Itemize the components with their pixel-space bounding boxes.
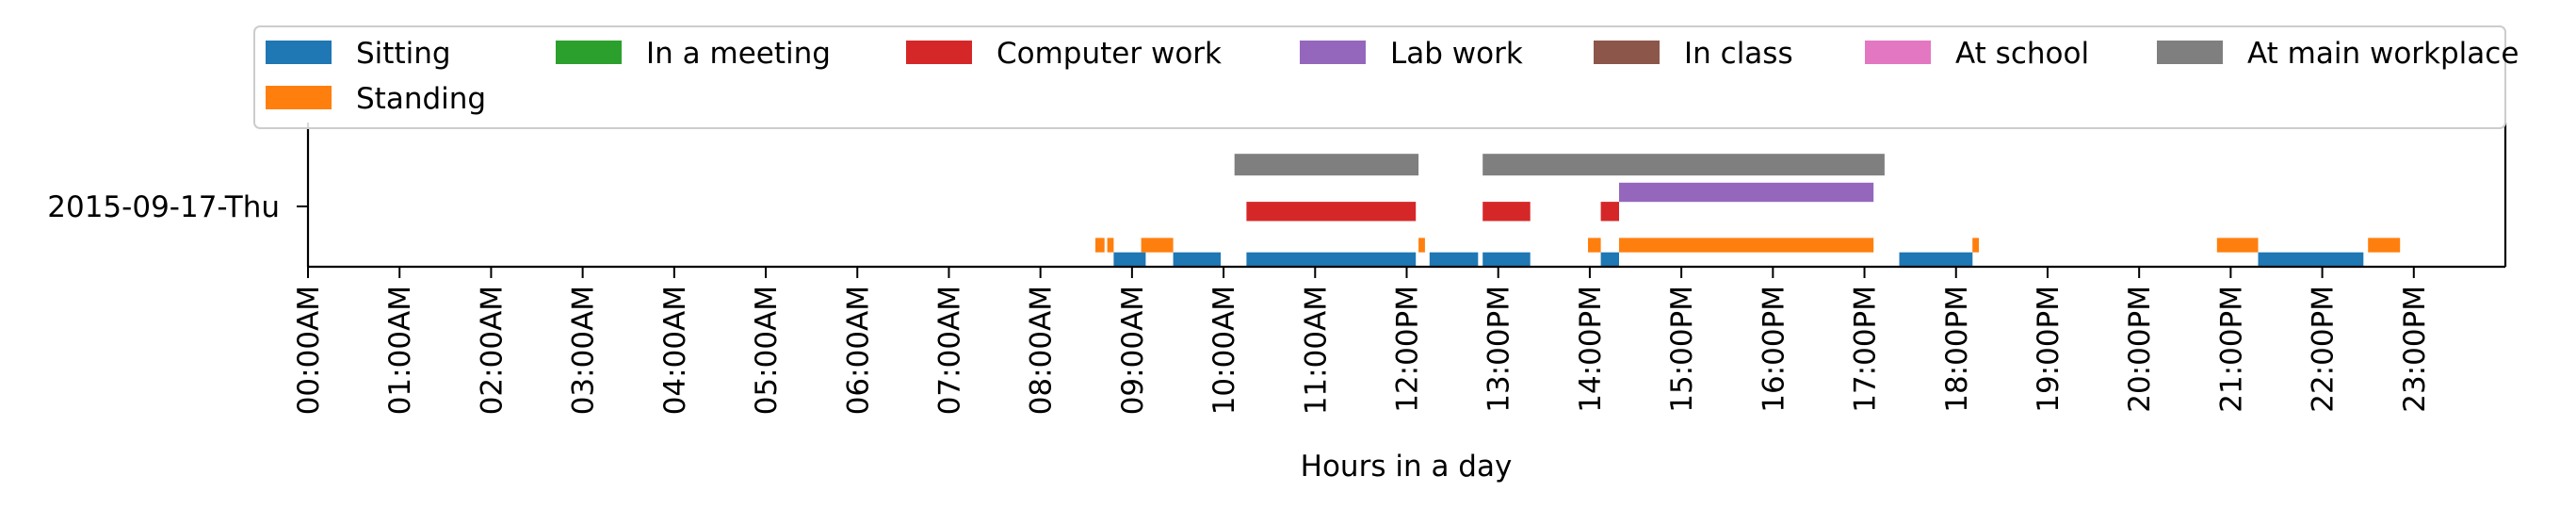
x-tick-label: 08:00AM bbox=[1025, 286, 1059, 415]
bar-sitting-1 bbox=[1113, 252, 1146, 267]
legend-swatch-computer-work bbox=[906, 41, 972, 64]
x-tick-label: 10:00AM bbox=[1207, 286, 1241, 415]
x-tick-label: 22:00PM bbox=[2307, 286, 2341, 413]
bar-sitting-2 bbox=[1173, 252, 1222, 267]
bar-standing-7 bbox=[1972, 238, 1979, 253]
legend-label-computer-work: Computer work bbox=[996, 37, 1222, 71]
x-tick-label: 21:00PM bbox=[2214, 286, 2248, 413]
bar-lab-work-1 bbox=[1619, 182, 1874, 203]
legend-label-lab-work: Lab work bbox=[1390, 37, 1523, 71]
x-tick-label: 23:00PM bbox=[2398, 286, 2432, 413]
bar-standing-9 bbox=[2368, 238, 2401, 253]
legend-label-at-school: At school bbox=[1955, 37, 2089, 71]
y-tick-label: 2015-09-17-Thu bbox=[47, 190, 280, 224]
legend-swatch-lab-work bbox=[1300, 41, 1366, 64]
legend: Sitting In a meeting Computer work Lab work… bbox=[253, 25, 2519, 129]
bar-standing-5 bbox=[1588, 238, 1601, 253]
bar-standing-3 bbox=[1141, 238, 1174, 253]
x-tick-label: 06:00AM bbox=[841, 286, 875, 415]
x-tick-label: 12:00PM bbox=[1391, 286, 1425, 413]
bar-standing-8 bbox=[2216, 238, 2259, 253]
x-tick-label: 03:00AM bbox=[567, 286, 601, 415]
x-tick-label: 05:00AM bbox=[750, 286, 784, 415]
x-tick-label: 07:00AM bbox=[933, 286, 967, 415]
legend-label-in-a-meeting: In a meeting bbox=[646, 37, 831, 71]
x-tick-label: 15:00PM bbox=[1665, 286, 1699, 413]
legend-swatch-at-school bbox=[1865, 41, 1931, 64]
bar-standing-6 bbox=[1619, 238, 1874, 253]
bar-computer-work-3 bbox=[1600, 202, 1619, 222]
legend-label-sitting: Sitting bbox=[356, 37, 451, 71]
x-tick-label: 16:00PM bbox=[1757, 286, 1790, 413]
legend-label-in-class: In class bbox=[1684, 37, 1793, 71]
x-tick-label: 14:00PM bbox=[1574, 286, 1608, 413]
legend-swatch-sitting bbox=[266, 41, 332, 64]
bar-sitting-5 bbox=[1482, 252, 1531, 267]
x-tick-label: 11:00AM bbox=[1299, 286, 1333, 415]
legend-swatch-in-class bbox=[1594, 41, 1660, 64]
x-tick-label: 17:00PM bbox=[1849, 286, 1883, 413]
x-tick-label: 19:00PM bbox=[2032, 286, 2066, 413]
legend-label-at-main-workplace: At main workplace bbox=[2247, 37, 2519, 71]
bar-sitting-7 bbox=[1899, 252, 1973, 267]
x-tick-label: 18:00PM bbox=[1940, 286, 1974, 413]
bar-computer-work-2 bbox=[1482, 202, 1531, 222]
x-tick-label: 20:00PM bbox=[2123, 286, 2157, 413]
legend-swatch-standing bbox=[266, 86, 332, 109]
bars-layer bbox=[1095, 154, 2401, 267]
bar-standing-2 bbox=[1107, 238, 1114, 253]
bar-sitting-8 bbox=[2258, 252, 2364, 267]
bar-standing-4 bbox=[1418, 238, 1425, 253]
x-tick-label: 09:00AM bbox=[1116, 286, 1150, 415]
x-tick-label: 01:00AM bbox=[383, 286, 417, 415]
bar-computer-work-1 bbox=[1246, 202, 1417, 222]
legend-frame bbox=[253, 25, 2506, 129]
x-tick-label: 13:00PM bbox=[1482, 286, 1516, 413]
bar-at-main-workplace-2 bbox=[1482, 154, 1885, 176]
bar-sitting-6 bbox=[1600, 252, 1619, 267]
bar-standing-1 bbox=[1095, 238, 1105, 253]
x-tick-label: 00:00AM bbox=[292, 286, 326, 415]
x-tick-label: 02:00AM bbox=[475, 286, 509, 415]
bar-sitting-3 bbox=[1246, 252, 1417, 267]
legend-label-standing: Standing bbox=[356, 82, 486, 116]
x-axis-title: Hours in a day bbox=[1301, 450, 1513, 484]
x-tick-label: 04:00AM bbox=[658, 286, 692, 415]
legend-swatch-at-main-workplace bbox=[2157, 41, 2223, 64]
x-ticks: 00:00AM 01:00AM 02:00AM 03:00AM 04:00AM 05:00… bbox=[292, 267, 2432, 415]
bar-at-main-workplace-1 bbox=[1234, 154, 1419, 176]
bar-sitting-4 bbox=[1429, 252, 1479, 267]
legend-swatch-in-a-meeting bbox=[556, 41, 622, 64]
